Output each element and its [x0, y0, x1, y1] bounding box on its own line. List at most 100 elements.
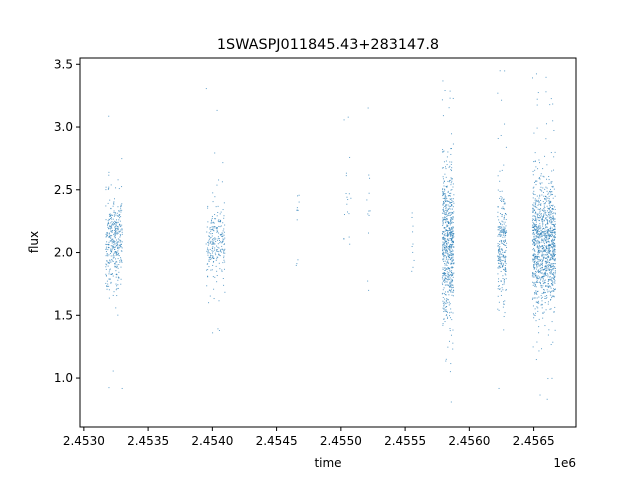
data-point	[452, 213, 454, 215]
data-point	[442, 217, 444, 219]
data-point	[119, 224, 121, 226]
data-point	[450, 239, 452, 241]
data-point	[205, 88, 207, 90]
data-point	[548, 213, 550, 215]
data-point	[447, 236, 449, 238]
data-point	[549, 269, 551, 271]
data-point	[546, 245, 548, 247]
data-point	[443, 301, 445, 303]
data-point	[450, 195, 451, 197]
data-point	[533, 223, 535, 225]
data-point	[540, 204, 542, 206]
data-point	[541, 264, 543, 266]
data-point	[223, 259, 225, 261]
data-point	[545, 235, 547, 237]
data-point	[541, 235, 543, 237]
data-point	[552, 284, 554, 286]
data-point	[451, 253, 453, 255]
data-point	[446, 200, 448, 202]
data-point	[553, 256, 555, 258]
data-point	[210, 242, 212, 244]
data-point	[215, 259, 217, 261]
data-point	[535, 292, 537, 294]
data-point	[445, 315, 447, 317]
data-point	[115, 252, 117, 254]
x-tick-label: 2.4530	[63, 434, 105, 448]
data-point	[548, 203, 550, 205]
data-point	[499, 231, 501, 233]
data-point	[502, 228, 504, 230]
data-point	[448, 228, 450, 230]
data-point	[108, 171, 110, 173]
data-point	[534, 263, 536, 265]
data-point	[445, 185, 447, 187]
data-point	[549, 206, 551, 208]
data-point	[350, 197, 352, 199]
data-point	[499, 170, 501, 172]
data-point	[108, 244, 110, 246]
data-point	[443, 260, 445, 262]
data-point	[533, 226, 535, 228]
data-point	[444, 321, 446, 323]
data-point	[450, 284, 452, 286]
data-point	[534, 169, 536, 171]
data-point	[546, 229, 548, 231]
data-point	[553, 232, 555, 234]
data-point	[540, 229, 542, 231]
data-point	[542, 278, 544, 280]
data-point	[546, 210, 548, 212]
data-point	[444, 227, 446, 229]
data-point	[213, 222, 215, 224]
data-point	[219, 255, 221, 257]
data-point	[445, 278, 447, 280]
data-point	[121, 203, 123, 205]
data-point	[220, 219, 222, 221]
data-point	[532, 197, 534, 199]
data-point	[540, 213, 542, 215]
data-point	[112, 238, 114, 240]
data-point	[451, 242, 453, 243]
data-point	[121, 186, 123, 188]
data-point	[504, 236, 506, 238]
data-point	[212, 250, 214, 252]
data-point	[497, 295, 499, 297]
data-point	[110, 240, 112, 242]
data-point	[541, 233, 543, 235]
data-point	[543, 311, 545, 313]
data-point	[450, 228, 452, 230]
data-point	[444, 264, 446, 266]
data-point	[545, 297, 547, 299]
data-point	[445, 300, 447, 302]
data-point	[504, 258, 506, 260]
data-point	[536, 282, 538, 284]
data-point	[502, 275, 504, 277]
data-point	[219, 268, 221, 270]
data-point	[120, 206, 122, 207]
data-point	[108, 187, 110, 189]
data-point	[109, 278, 111, 280]
data-point	[544, 273, 546, 275]
data-point	[546, 252, 548, 254]
data-point	[541, 232, 543, 234]
data-point	[121, 387, 123, 389]
data-point	[536, 180, 538, 182]
data-point	[443, 212, 445, 214]
data-point	[547, 286, 549, 288]
data-point	[554, 273, 556, 275]
data-point	[551, 229, 553, 231]
data-point	[504, 269, 506, 271]
data-point	[442, 223, 444, 225]
data-point	[444, 276, 446, 278]
data-point	[218, 239, 220, 241]
data-point	[119, 209, 121, 211]
data-point	[541, 235, 543, 237]
data-point	[447, 248, 449, 250]
data-point	[451, 238, 453, 240]
data-point	[117, 279, 119, 281]
data-point	[222, 209, 224, 211]
data-point	[547, 197, 549, 199]
data-point	[450, 317, 452, 319]
data-point	[497, 243, 499, 245]
data-point	[545, 235, 547, 237]
data-point	[539, 195, 541, 197]
